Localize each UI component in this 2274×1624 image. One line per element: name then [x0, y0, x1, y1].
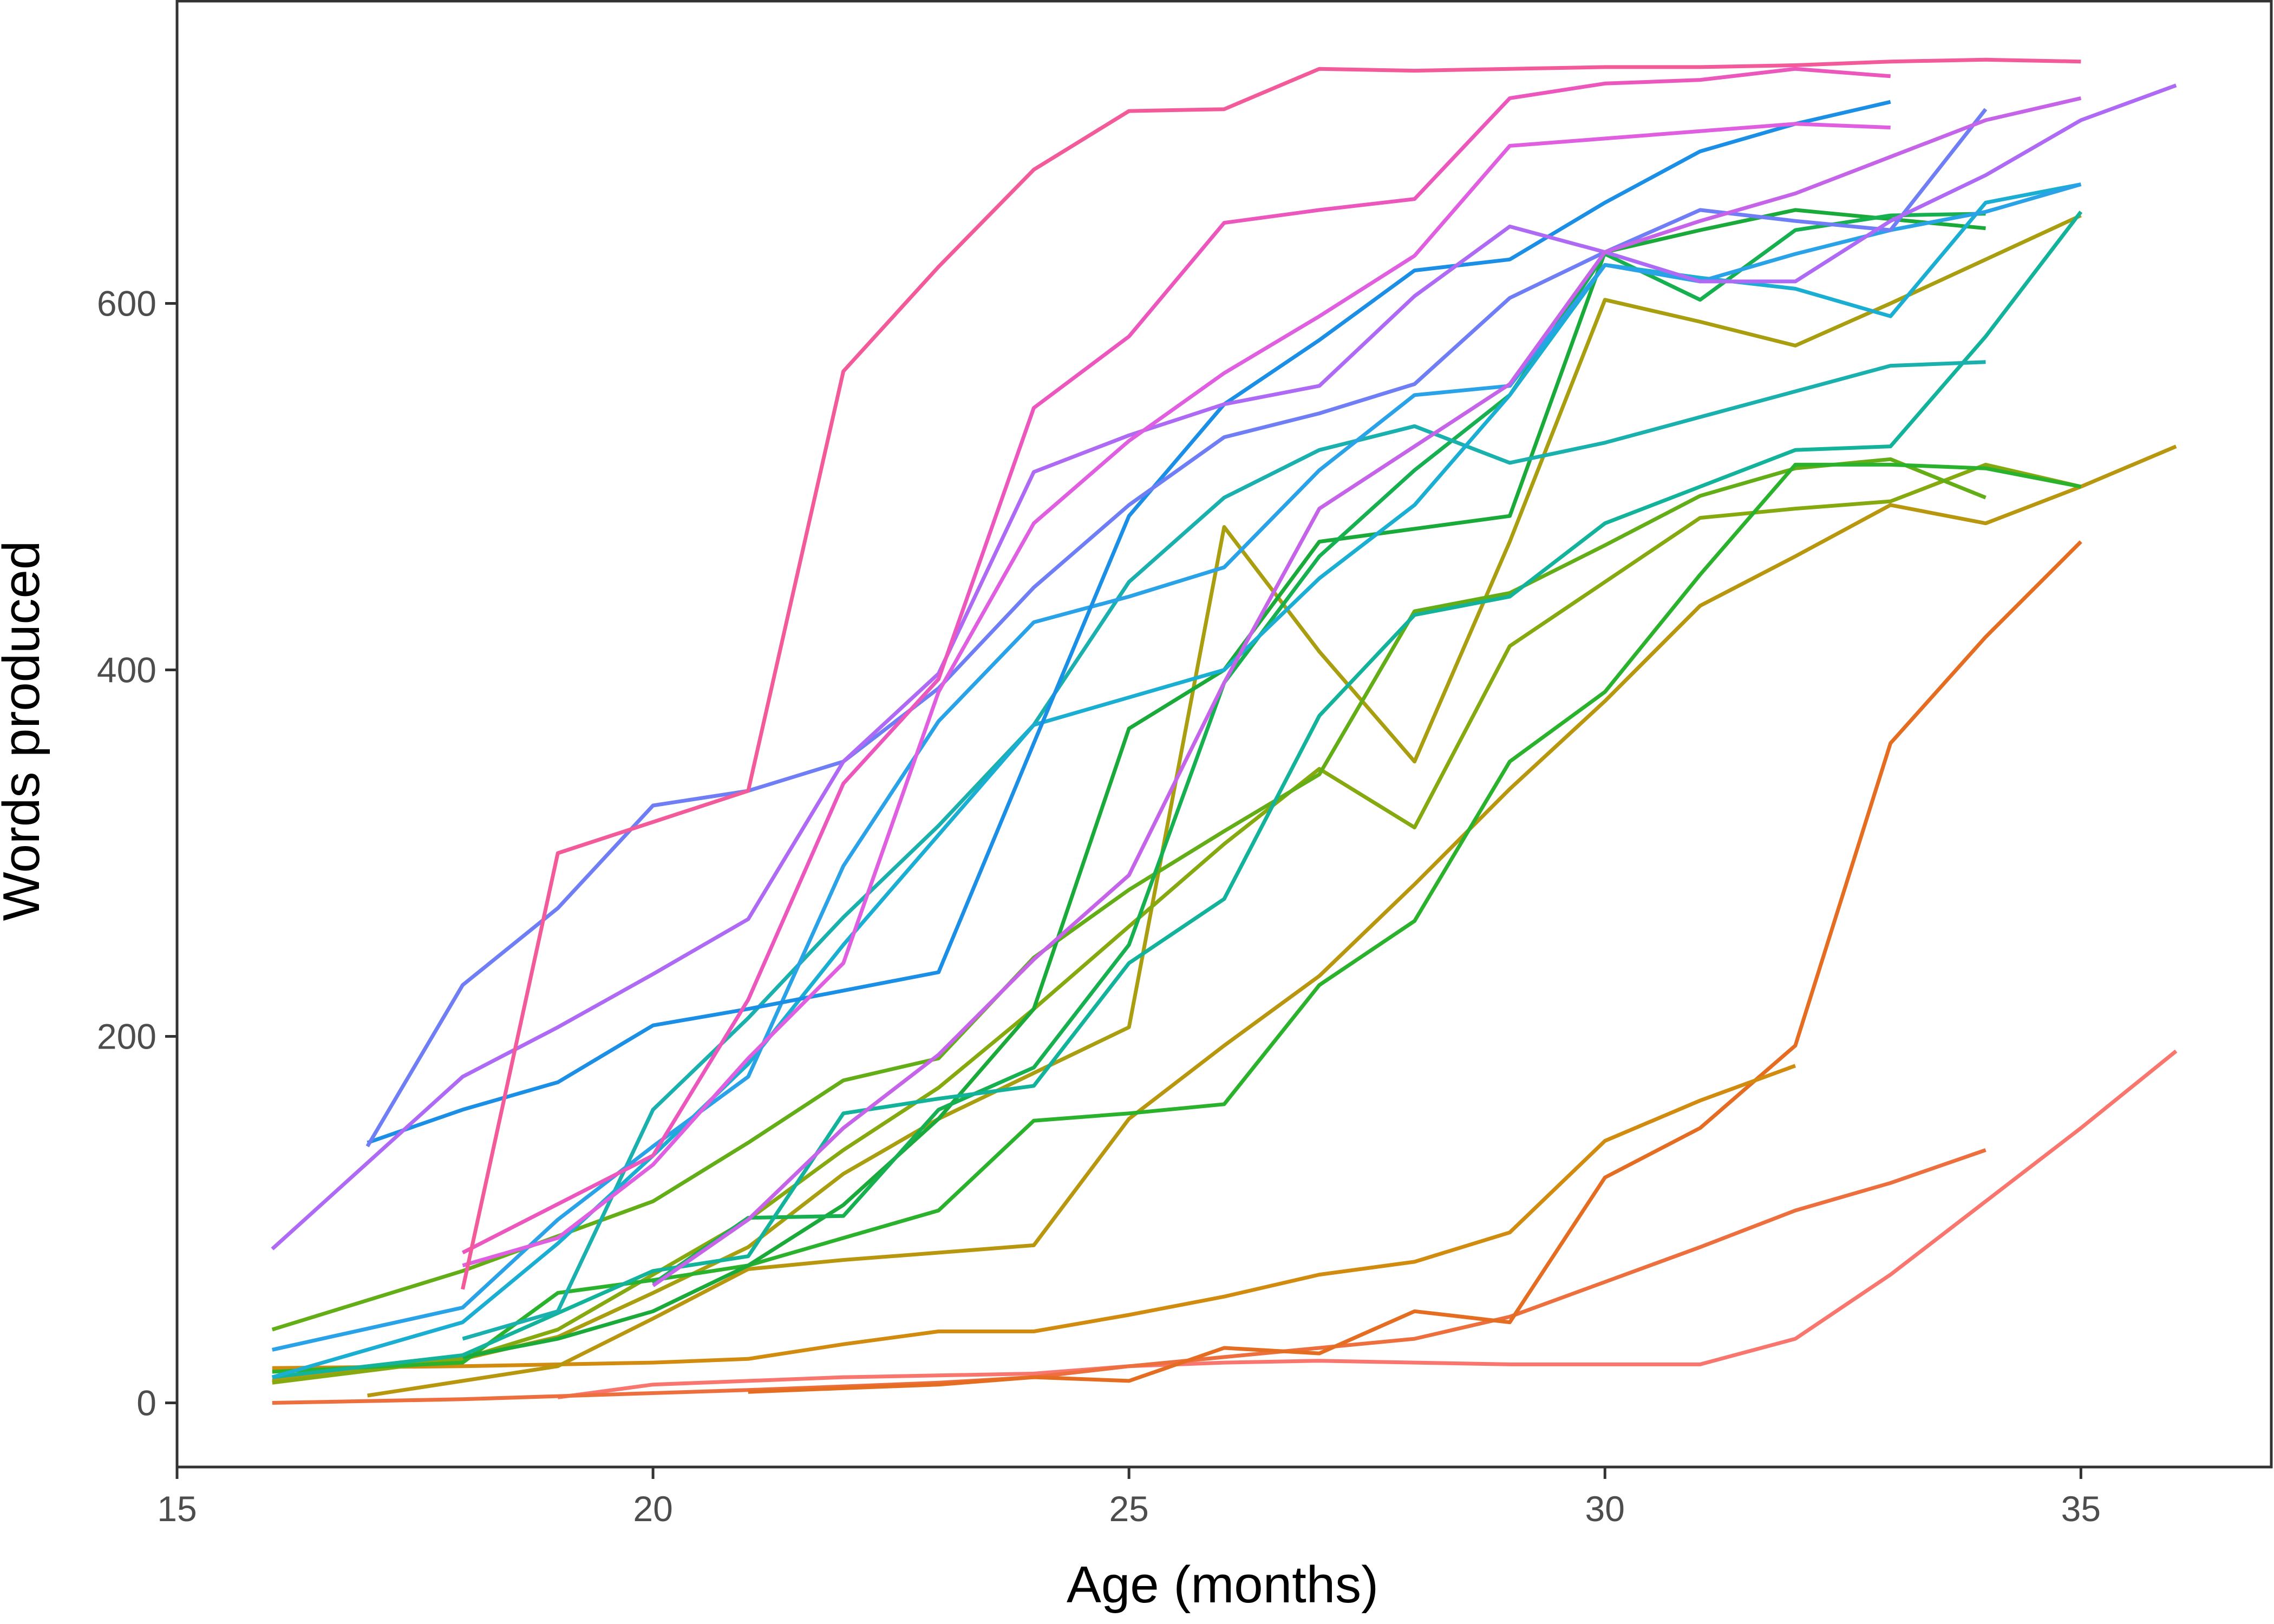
- series-line-20: [462, 122, 1891, 1268]
- series-line-22: [461, 57, 2081, 1290]
- y-tick-label: 600: [97, 284, 156, 324]
- series-line-11: [652, 212, 1986, 1286]
- x-tick-label: 35: [2061, 1489, 2101, 1529]
- x-tick-label: 30: [1585, 1489, 1625, 1529]
- series-line-12: [272, 211, 2083, 1379]
- series-line-1: [557, 1049, 2178, 1399]
- series-line-6: [272, 213, 2082, 1383]
- series-line-9: [272, 462, 2082, 1374]
- series-layer: [271, 57, 2178, 1405]
- y-tick-label: 200: [97, 1017, 156, 1057]
- series-line-17: [365, 108, 1988, 1148]
- y-axis-title: Words produced: [0, 541, 50, 921]
- y-axis: 0 200 400 600: [97, 284, 177, 1423]
- series-line-18: [271, 83, 2177, 1250]
- series-line-5: [367, 444, 2177, 1398]
- series-line-21: [461, 67, 1891, 1255]
- x-axis-title: Age (months): [1067, 1556, 1378, 1614]
- y-tick-label: 0: [136, 1383, 156, 1423]
- y-tick-label: 400: [97, 650, 156, 690]
- series-line-15: [272, 182, 2082, 1352]
- series-line-4: [272, 1064, 1796, 1370]
- series-line-16: [367, 100, 1891, 1145]
- series-line-8: [271, 457, 1987, 1332]
- series-line-7: [272, 462, 2082, 1385]
- x-axis: 15 20 25 30 35: [157, 1467, 2101, 1529]
- x-tick-label: 20: [633, 1489, 672, 1529]
- x-tick-label: 25: [1109, 1489, 1148, 1529]
- plot-panel-border: [175, 0, 2273, 1469]
- series-line-19: [652, 96, 2082, 1287]
- series-line-3: [748, 540, 2082, 1394]
- x-tick-label: 15: [157, 1489, 197, 1529]
